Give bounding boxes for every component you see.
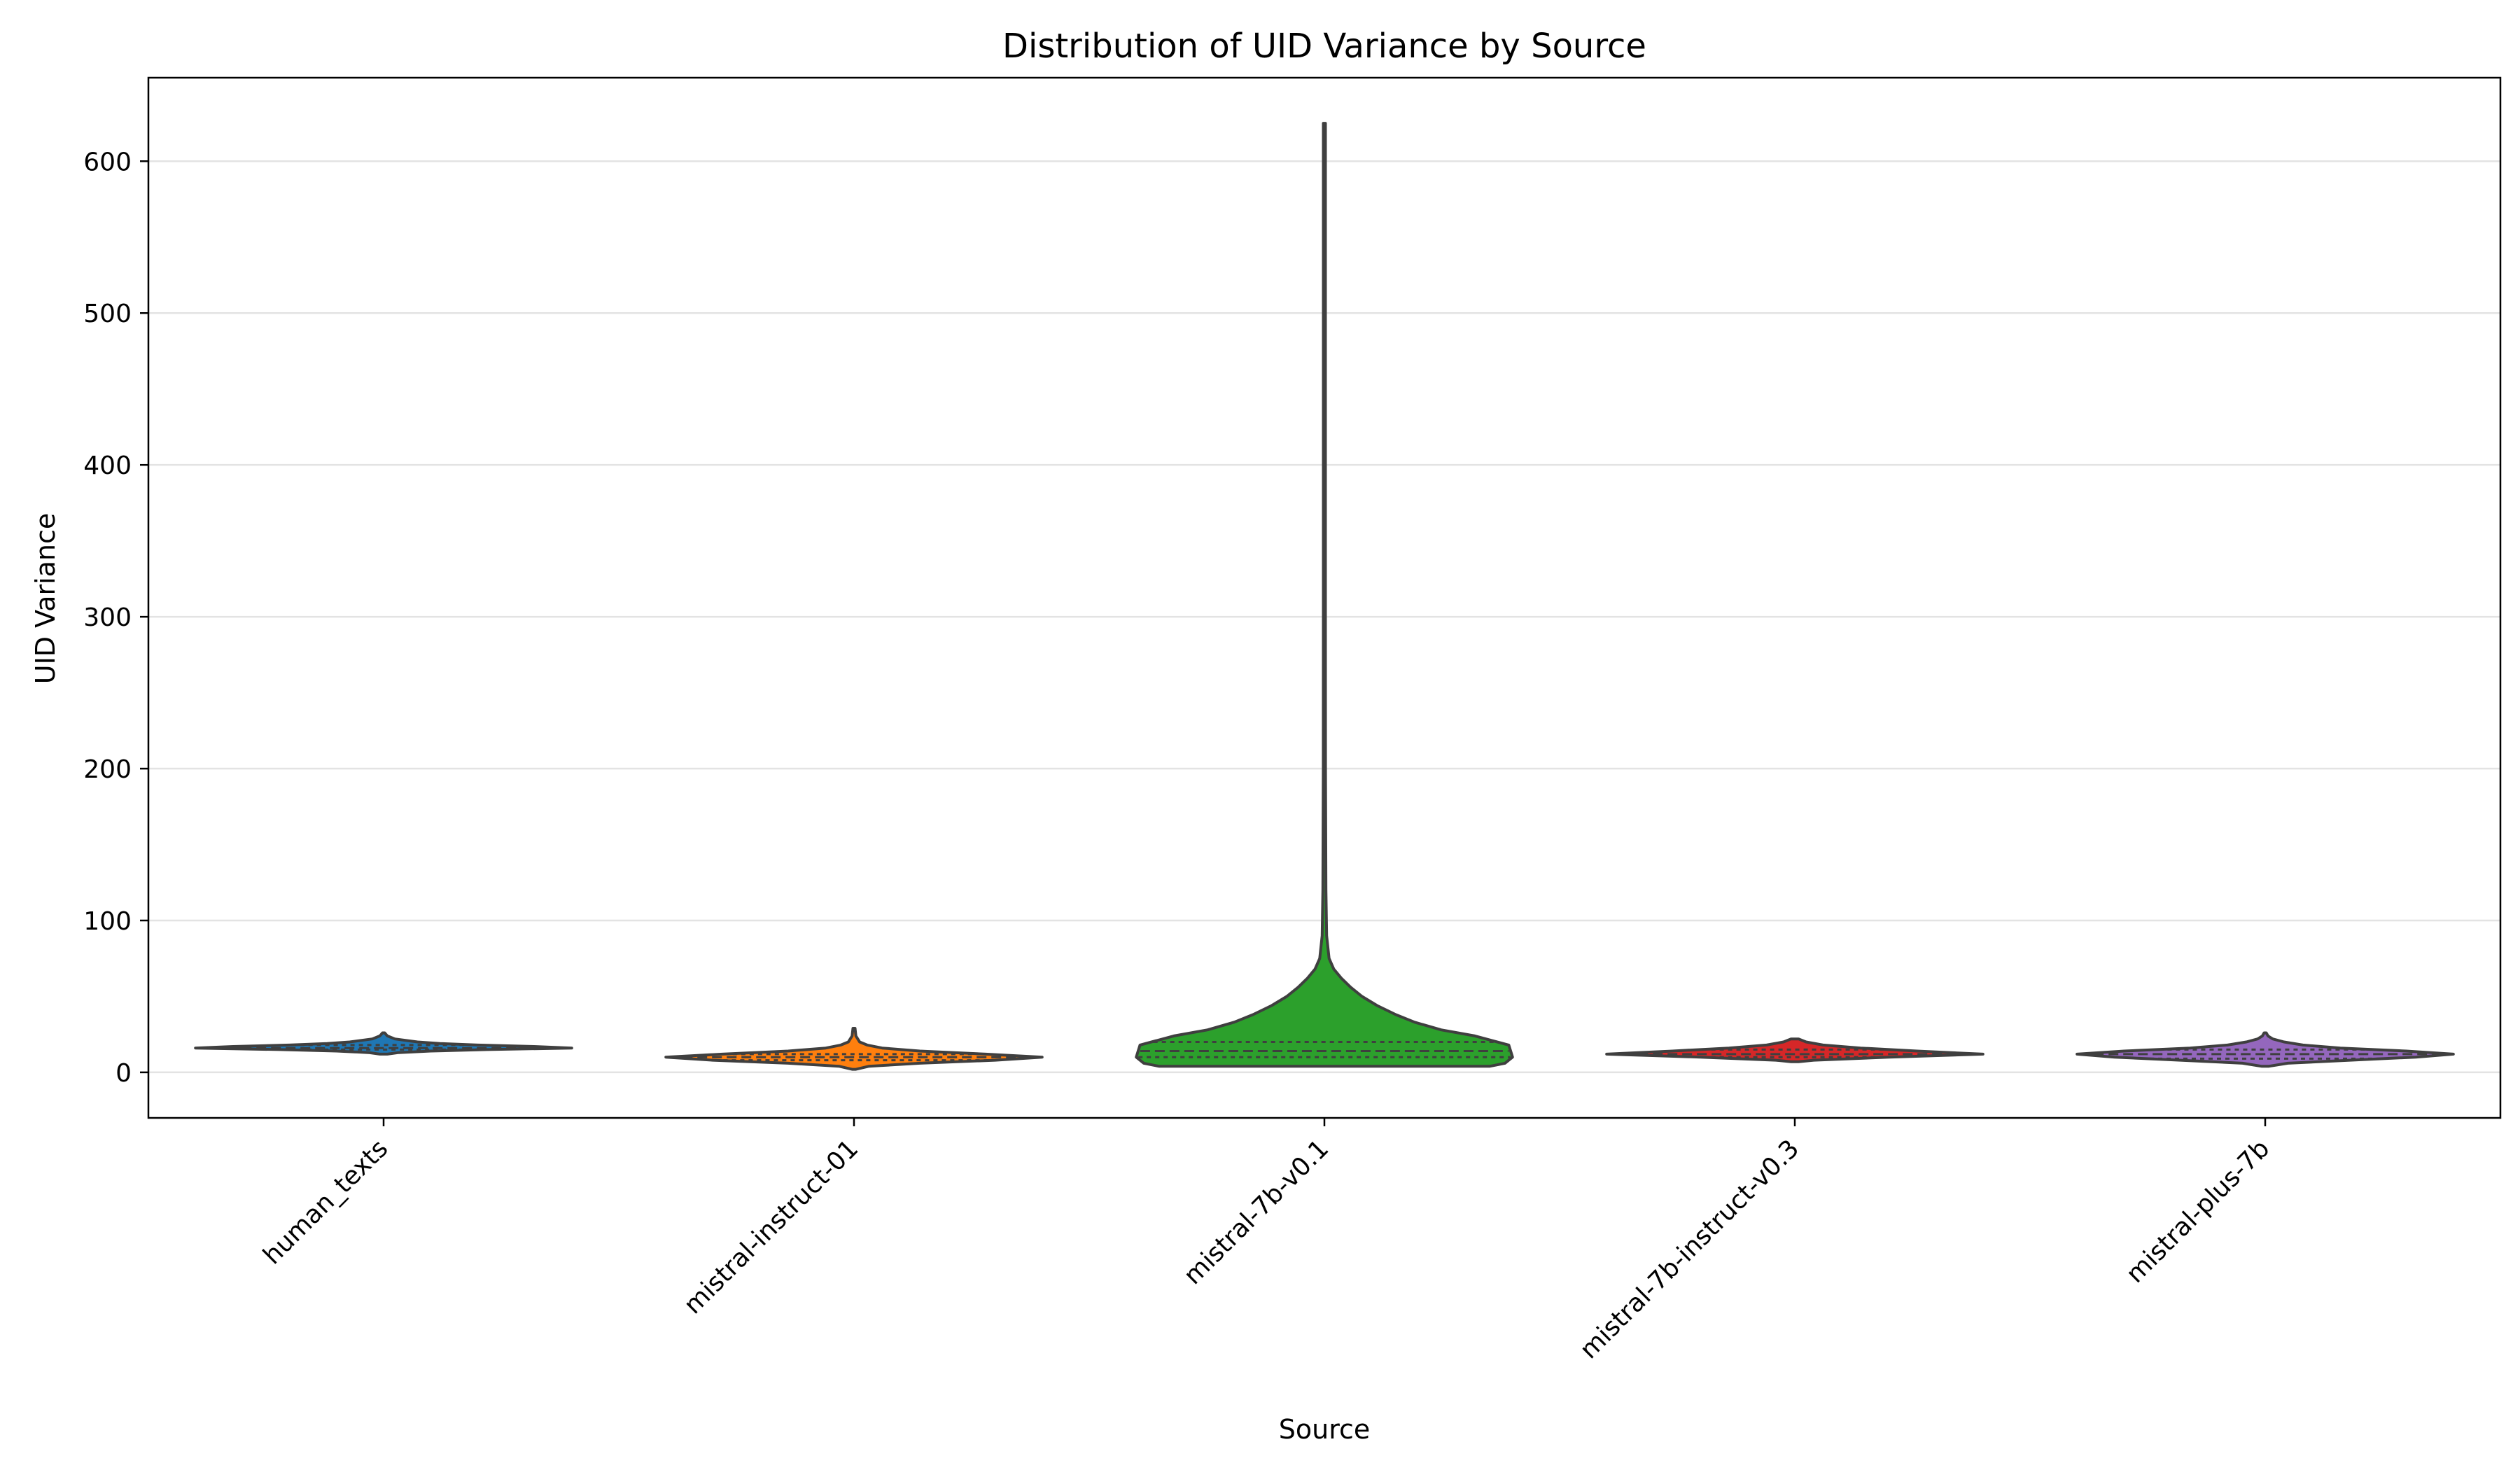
y-tick-label: 300 [83, 603, 132, 632]
y-axis-label: UID Variance [30, 513, 61, 685]
chart-title: Distribution of UID Variance by Source [1002, 27, 1646, 66]
violin-body [664, 1027, 1044, 1071]
y-axis-ticks: 0 100 200 300 400 500 600 [83, 148, 148, 1088]
x-axis-label: Source [1279, 1414, 1371, 1445]
y-tick-label: 200 [83, 755, 132, 784]
violin-body [1605, 1037, 1984, 1063]
y-tick-label: 100 [83, 907, 132, 936]
violins [194, 122, 2455, 1071]
y-tick-label: 400 [83, 451, 132, 480]
y-tick-label: 500 [83, 300, 132, 328]
y-tick-label: 600 [83, 148, 132, 176]
violin-body [2076, 1031, 2455, 1068]
y-tick-label: 0 [115, 1059, 132, 1088]
violin-body [1135, 122, 1514, 1068]
